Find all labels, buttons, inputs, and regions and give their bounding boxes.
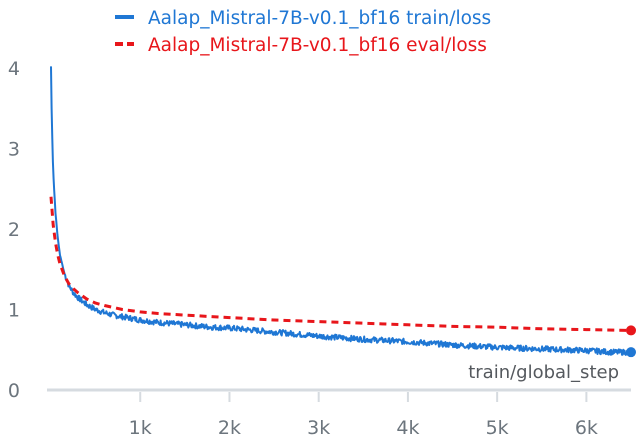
x-tick-label: 4k bbox=[396, 417, 419, 439]
x-tick-label: 1k bbox=[129, 417, 152, 439]
x-tick-label: 5k bbox=[486, 417, 509, 439]
legend-label-0: Aalap_Mistral-7B-v0.1_bf16 train/loss bbox=[148, 8, 491, 29]
series-line-0 bbox=[50, 66, 632, 356]
series-line-1 bbox=[49, 196, 632, 332]
x-tick-label: 3k bbox=[307, 417, 330, 439]
y-tick-label: 4 bbox=[8, 58, 20, 80]
series-end-point-0 bbox=[626, 347, 636, 358]
series-end-point-1 bbox=[626, 325, 636, 336]
y-tick-label: 0 bbox=[8, 380, 20, 402]
x-tick-label: 2k bbox=[218, 417, 241, 439]
legend-label-1: Aalap_Mistral-7B-v0.1_bf16 eval/loss bbox=[148, 35, 487, 56]
x-tick-label: 6k bbox=[575, 417, 598, 439]
y-tick-label: 2 bbox=[8, 219, 20, 241]
x-axis-label: train/global_step bbox=[468, 362, 619, 383]
y-tick-label: 3 bbox=[8, 139, 20, 161]
y-tick-label: 1 bbox=[8, 300, 20, 322]
